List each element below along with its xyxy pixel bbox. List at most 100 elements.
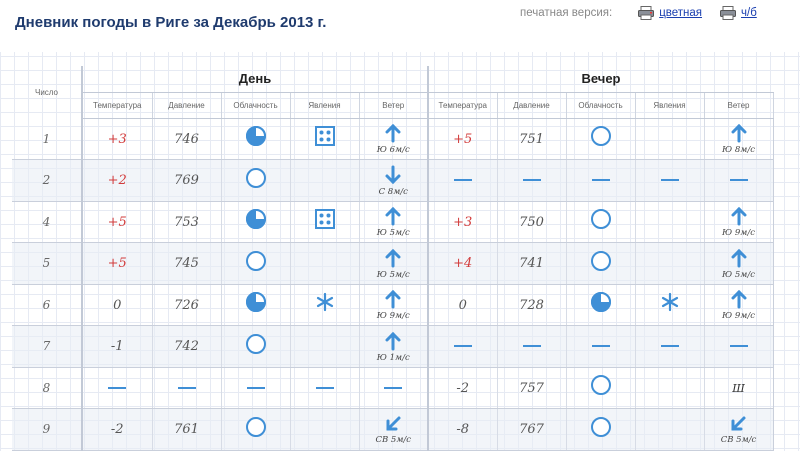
partly-cloudy-icon bbox=[245, 208, 267, 235]
wind-cell: Ю 9м/с bbox=[377, 289, 410, 321]
evening-temp-header: Температура bbox=[428, 92, 498, 119]
printer-color-icon[interactable] bbox=[638, 6, 655, 20]
wind-label: Ю 5м/с bbox=[376, 228, 410, 238]
day-number: 1 bbox=[42, 131, 51, 146]
pressure-value: 728 bbox=[519, 297, 544, 313]
wind-arrow-up-icon bbox=[384, 206, 402, 230]
pressure-value: 753 bbox=[174, 214, 199, 230]
day-number: 4 bbox=[42, 214, 51, 229]
pressure-value: 745 bbox=[174, 256, 199, 272]
clear-sky-icon bbox=[590, 250, 612, 277]
evening-phenomena-header: Явления bbox=[635, 92, 705, 119]
pressure-value: 726 bbox=[174, 297, 199, 313]
pressure-value: 767 bbox=[519, 422, 544, 438]
no-data-dash bbox=[591, 345, 610, 348]
printer-bw-icon[interactable] bbox=[720, 6, 737, 20]
snow-grains-icon bbox=[314, 208, 336, 235]
day-number: 8 bbox=[42, 380, 51, 395]
snowflake-icon bbox=[660, 292, 680, 317]
table-row: 7 -1 742 Ю 1м/с bbox=[12, 325, 774, 368]
pressure-value: 757 bbox=[519, 380, 544, 396]
wind-cell: СВ 5м/с bbox=[375, 415, 411, 445]
no-data-dash bbox=[453, 179, 472, 182]
pressure-value: 769 bbox=[174, 173, 199, 189]
day-temp-header: Температура bbox=[82, 92, 153, 119]
temperature-value: -2 bbox=[456, 380, 470, 396]
snow-grains-icon bbox=[314, 125, 336, 152]
no-data-dash bbox=[591, 179, 610, 182]
day-group-header: День bbox=[82, 66, 429, 93]
day-number: 6 bbox=[42, 297, 51, 312]
day-cloud-header: Облачность bbox=[221, 92, 291, 119]
wind-arrow-down-left-icon bbox=[384, 415, 402, 437]
wind-label: Ю 9м/с bbox=[722, 311, 755, 321]
print-bw-link[interactable]: ч/б bbox=[741, 7, 757, 19]
print-color-link[interactable]: цветная bbox=[659, 7, 703, 19]
weather-table: Число День Вечер Температура Давление Об… bbox=[12, 66, 774, 451]
temperature-value: -8 bbox=[456, 422, 470, 438]
no-data-dash bbox=[453, 345, 472, 348]
no-data-dash bbox=[729, 345, 748, 348]
no-data-dash bbox=[246, 386, 265, 389]
wind-label: Ю 5м/с bbox=[376, 269, 410, 280]
wind-cell: С 8м/с bbox=[379, 165, 408, 197]
day-number: 9 bbox=[42, 422, 51, 437]
wind-label: СВ 5м/с bbox=[720, 434, 757, 445]
temperature-value: -1 bbox=[110, 339, 124, 355]
pressure-value: 750 bbox=[519, 214, 544, 230]
no-data-dash bbox=[315, 386, 334, 389]
table-row: 9 -2 761 СВ 5м/с -8 767 СВ 5м/с bbox=[12, 408, 774, 451]
temperature-value: -2 bbox=[110, 422, 124, 438]
wind-arrow-up-icon bbox=[730, 248, 748, 272]
no-data-dash bbox=[729, 179, 748, 182]
snowflake-icon bbox=[315, 292, 335, 317]
table-row: 4 +5 753 Ю 5м/с +3 750 Ю 9м/с bbox=[12, 201, 774, 243]
table-row: 2 +2 769 С 8м/с bbox=[12, 159, 774, 202]
top-bar: Дневник погоды в Риге за Декабрь 2013 г.… bbox=[0, 0, 800, 52]
clear-sky-icon bbox=[245, 416, 267, 443]
day-number: 5 bbox=[42, 256, 51, 271]
wind-cell: Ю 1м/с bbox=[377, 331, 410, 363]
wind-cell: Ш bbox=[732, 383, 745, 394]
temperature-value: +5 bbox=[107, 214, 127, 230]
clear-sky-icon bbox=[590, 208, 612, 235]
no-data-dash bbox=[384, 386, 403, 389]
clear-sky-icon bbox=[245, 250, 267, 277]
wind-label: Ю 6м/с bbox=[376, 145, 410, 155]
print-options: печатная версия: цветная ч/б bbox=[520, 5, 757, 21]
pressure-value: 746 bbox=[174, 131, 199, 147]
wind-cell: Ю 9м/с bbox=[722, 206, 755, 238]
wind-calm-label: Ш bbox=[732, 381, 745, 395]
wind-label: Ю 9м/с bbox=[722, 228, 755, 238]
temperature-value: +2 bbox=[107, 173, 127, 189]
pressure-value: 742 bbox=[174, 339, 199, 355]
wind-cell: Ю 6м/с bbox=[377, 123, 410, 155]
wind-arrow-up-icon bbox=[384, 331, 402, 355]
day-pressure-header: Давление bbox=[152, 92, 222, 119]
day-number: 2 bbox=[42, 173, 51, 188]
clear-sky-icon bbox=[590, 125, 612, 152]
table-row: 6 0 726 Ю 9м/с 0 728 Ю 9м/с bbox=[12, 284, 774, 326]
wind-cell: Ю 8м/с bbox=[722, 123, 755, 155]
no-data-dash bbox=[660, 179, 679, 182]
day-phenomena-header: Явления bbox=[290, 92, 360, 119]
wind-cell: Ю 5м/с bbox=[377, 248, 410, 280]
temperature-value: +3 bbox=[107, 131, 127, 147]
wind-label: С 8м/с bbox=[378, 186, 408, 197]
wind-arrow-up-icon bbox=[384, 248, 402, 272]
wind-label: Ю 1м/с bbox=[376, 352, 410, 363]
temperature-value: 0 bbox=[458, 297, 467, 313]
partly-cloudy-icon bbox=[245, 291, 267, 318]
print-version-label: печатная версия: bbox=[520, 7, 613, 19]
pressure-value: 761 bbox=[174, 422, 199, 438]
day-wind-header: Ветер bbox=[359, 92, 429, 119]
evening-pressure-header: Давление bbox=[497, 92, 567, 119]
partly-cloudy-icon bbox=[245, 125, 267, 152]
wind-arrow-up-icon bbox=[384, 123, 402, 147]
clear-sky-icon bbox=[245, 333, 267, 360]
day-number-header: Число bbox=[12, 66, 83, 118]
wind-arrow-down-icon bbox=[384, 165, 402, 189]
wind-arrow-down-left-icon bbox=[729, 415, 747, 437]
wind-label: Ю 8м/с bbox=[722, 145, 755, 155]
no-data-dash bbox=[522, 345, 541, 348]
